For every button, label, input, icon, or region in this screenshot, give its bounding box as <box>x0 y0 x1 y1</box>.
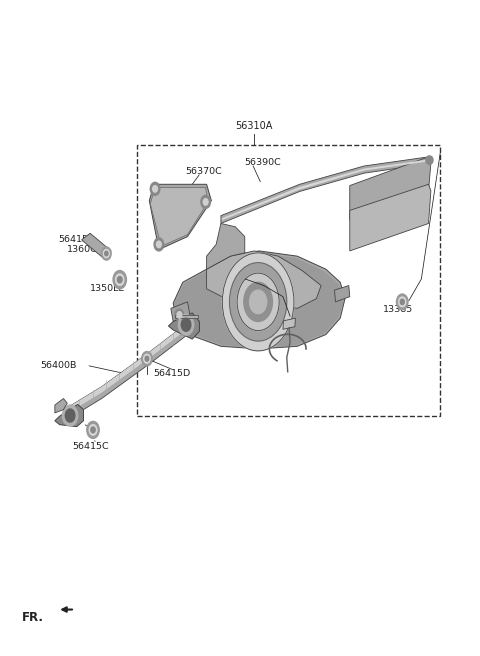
Circle shape <box>62 405 78 426</box>
Text: 1360CF: 1360CF <box>67 245 103 254</box>
Polygon shape <box>222 159 429 220</box>
Polygon shape <box>175 315 199 318</box>
Circle shape <box>177 312 182 318</box>
Polygon shape <box>55 399 67 413</box>
Text: 1350LE: 1350LE <box>90 284 125 293</box>
Polygon shape <box>283 318 295 329</box>
Circle shape <box>65 409 75 422</box>
Circle shape <box>142 352 152 366</box>
Circle shape <box>102 247 111 260</box>
Circle shape <box>91 427 95 433</box>
Text: 56397: 56397 <box>239 276 269 285</box>
Circle shape <box>222 253 294 351</box>
Circle shape <box>144 354 150 363</box>
Circle shape <box>399 297 406 307</box>
Polygon shape <box>149 184 211 250</box>
Circle shape <box>105 251 108 256</box>
Text: 56415: 56415 <box>59 236 89 244</box>
Polygon shape <box>174 253 344 348</box>
Polygon shape <box>350 157 431 220</box>
Circle shape <box>154 238 164 251</box>
Polygon shape <box>82 234 111 257</box>
Circle shape <box>103 249 109 258</box>
Circle shape <box>229 262 287 341</box>
Circle shape <box>237 273 279 331</box>
Text: 56390C: 56390C <box>245 157 282 167</box>
Polygon shape <box>150 188 207 247</box>
Circle shape <box>87 421 99 438</box>
Circle shape <box>145 356 149 361</box>
Polygon shape <box>67 325 185 413</box>
Text: 56415D: 56415D <box>153 369 191 379</box>
Circle shape <box>118 276 122 283</box>
Polygon shape <box>173 251 345 349</box>
Text: 56310A: 56310A <box>236 121 273 131</box>
Polygon shape <box>206 224 245 269</box>
Circle shape <box>175 309 184 321</box>
Text: 56400B: 56400B <box>40 361 77 370</box>
Bar <box>137 145 441 416</box>
Circle shape <box>201 195 210 209</box>
Circle shape <box>400 299 404 304</box>
Polygon shape <box>335 285 350 302</box>
Polygon shape <box>168 313 199 339</box>
Circle shape <box>179 314 194 335</box>
Circle shape <box>113 270 126 289</box>
Circle shape <box>116 274 124 285</box>
Polygon shape <box>67 325 185 419</box>
Circle shape <box>89 424 97 435</box>
Circle shape <box>244 282 273 321</box>
Circle shape <box>250 290 267 314</box>
Polygon shape <box>206 251 321 308</box>
Circle shape <box>150 182 160 195</box>
Circle shape <box>203 199 208 205</box>
Circle shape <box>181 318 191 331</box>
Polygon shape <box>171 302 190 321</box>
Text: 56370C: 56370C <box>185 167 222 176</box>
Text: FR.: FR. <box>22 611 43 624</box>
Polygon shape <box>221 157 431 224</box>
Polygon shape <box>350 184 431 251</box>
Circle shape <box>396 294 408 310</box>
Circle shape <box>153 186 157 192</box>
Circle shape <box>156 241 161 248</box>
Text: 13385: 13385 <box>383 305 413 314</box>
Ellipse shape <box>426 156 433 165</box>
Text: 56415C: 56415C <box>72 442 108 451</box>
Polygon shape <box>55 405 84 426</box>
